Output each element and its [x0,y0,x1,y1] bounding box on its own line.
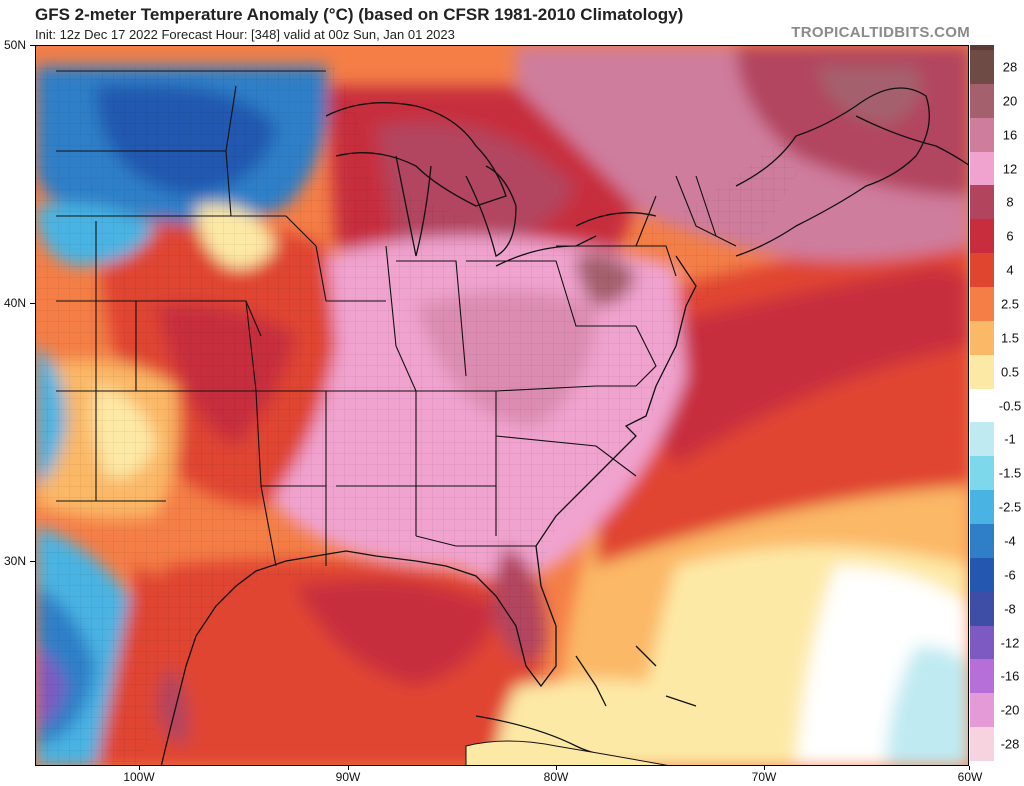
coastlines [160,87,968,765]
lon-label-100w: 100W [123,770,155,784]
colorbar-cap-top [970,45,994,50]
colorbar-swatch [970,422,994,457]
colorbar-swatch [970,253,994,288]
colorbar-swatch [970,117,994,153]
colorbar-label: 6 [1006,228,1014,244]
colorbar-label: 1.5 [1000,330,1020,346]
colorbar-swatch [970,320,994,356]
colorbar-label: 4 [1006,262,1014,278]
colorbar-label: 20 [1002,93,1018,109]
lon-label-70w: 70W [751,770,777,784]
cuba-landmass [465,740,668,765]
colorbar-label: 16 [1002,127,1018,143]
colorbar-swatch [970,151,994,186]
lon-tick-80w [556,766,557,770]
lat-label-40n: 40N [4,296,27,310]
lon-label-90w: 90W [335,770,361,784]
colorbar-label: -16 [1000,668,1020,684]
colorbar-swatch [970,557,994,593]
anomaly-map-canvas [36,46,968,765]
lon-tick-100w [139,766,140,770]
colorbar-swatch [970,625,994,660]
colorbar-swatch [970,727,994,762]
colorbar-swatch [970,659,994,694]
colorbar-label: -6 [1004,567,1016,583]
forecast-info: Init: 12z Dec 17 2022 Forecast Hour: [34… [35,27,455,42]
lat-label-30n: 30N [4,554,27,568]
colorbar-label: -8 [1004,601,1016,617]
colorbar-label: 28 [1002,59,1018,75]
lat-tick-50n [30,45,35,46]
lat-tick-40n [30,303,35,304]
colorbar-label: -28 [1000,736,1020,752]
lon-label-60w: 60W [957,770,983,784]
source-credit: TROPICALTIDBITS.COM [791,24,970,41]
colorbar-swatch [970,388,994,423]
lat-tick-30n [30,561,35,562]
colorbar-label: -1 [1004,431,1016,447]
lon-tick-70w [764,766,765,770]
colorbar-swatch [970,83,994,119]
colorbar-label: -2.5 [998,499,1022,515]
colorbar-swatch [970,490,994,525]
lat-label-50n: 50N [4,38,27,52]
colorbar-label: 2.5 [1000,296,1020,312]
colorbar-swatch [970,524,994,559]
colorbar-swatch [970,591,994,627]
colorbar-label: -4 [1004,533,1016,549]
colorbar-label: -20 [1000,702,1020,718]
colorbar-swatch [970,456,994,491]
lon-tick-60w [969,766,970,770]
colorbar-label: -12 [1000,635,1020,650]
colorbar-swatch [970,50,994,85]
colorbar-swatch [970,287,994,322]
colorbar-label: 8 [1006,194,1014,210]
colorbar-swatch [970,219,994,254]
anomaly-map [35,45,969,766]
colorbar-label: -1.5 [998,465,1022,481]
colorbar-swatch [970,354,994,390]
lon-tick-90w [348,766,349,770]
colorbar-swatch [970,185,994,220]
colorbar: 28 20 16 12 8 6 4 2.5 1.5 0.5 -0.5 -1 -1.5 -2.5 -4 -6 -8… [970,45,1024,766]
lon-label-80w: 80W [543,770,569,784]
colorbar-label: 12 [1002,161,1018,176]
colorbar-swatch [970,693,994,728]
map-title: GFS 2-meter Temperature Anomaly (°C) (ba… [35,5,684,24]
colorbar-label: 0.5 [1000,364,1020,380]
state-borders [56,70,737,567]
colorbar-label: -0.5 [998,398,1022,413]
